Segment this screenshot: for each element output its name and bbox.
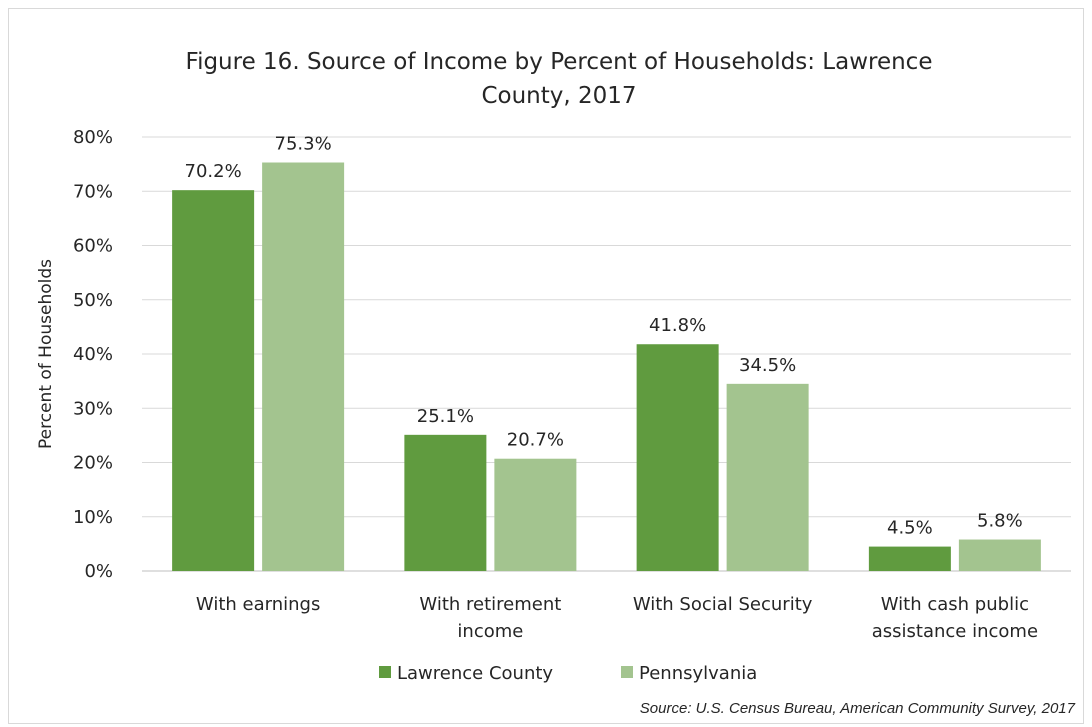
chart-title-line-2: County, 2017 [481,83,637,109]
bar [494,458,577,571]
legend-swatch [621,666,633,678]
y-tick-label: 60% [73,236,113,257]
y-tick-label: 10% [73,507,113,528]
chart-title-line-1: Figure 16. Source of Income by Percent o… [185,49,933,75]
category-label: With Social Security [633,594,813,615]
bar [726,383,809,571]
y-tick-label: 20% [73,453,113,474]
bar [262,162,345,571]
data-label: 41.8% [649,315,706,336]
source-note: Source: U.S. Census Bureau, American Com… [639,700,1075,717]
data-label: 34.5% [739,355,796,376]
data-label: 20.7% [507,430,564,451]
y-tick-label: 30% [73,398,113,419]
category-label: assistance income [872,621,1038,642]
data-label: 25.1% [417,406,474,427]
y-tick-label: 80% [73,127,113,148]
data-label: 70.2% [185,161,242,182]
legend-swatch [379,666,391,678]
y-tick-label: 50% [73,290,113,311]
category-label: With earnings [196,594,320,615]
category-label: income [457,621,523,642]
data-label: 5.8% [977,511,1023,532]
bar [868,546,951,571]
legend-label: Lawrence County [397,663,553,684]
legend-label: Pennsylvania [639,663,757,684]
bar-chart: 0% 10% 20% 30% 40% 50% 60% 70% 80% Percent of Hou… [36,127,1071,684]
y-tick-label: 40% [73,344,113,365]
bar [958,539,1041,571]
category-label: With retirement [419,594,561,615]
chart-frame: Figure 16. Source of Income by Percent o… [8,8,1084,724]
bar [172,190,255,572]
data-label: 75.3% [275,133,332,154]
category-label: With cash public [881,594,1029,615]
bar [404,434,487,571]
y-axis-title: Percent of Households [36,259,56,449]
y-tick-label: 0% [84,561,113,582]
data-label: 4.5% [887,518,933,539]
y-tick-label: 70% [73,181,113,202]
bar [636,344,719,571]
